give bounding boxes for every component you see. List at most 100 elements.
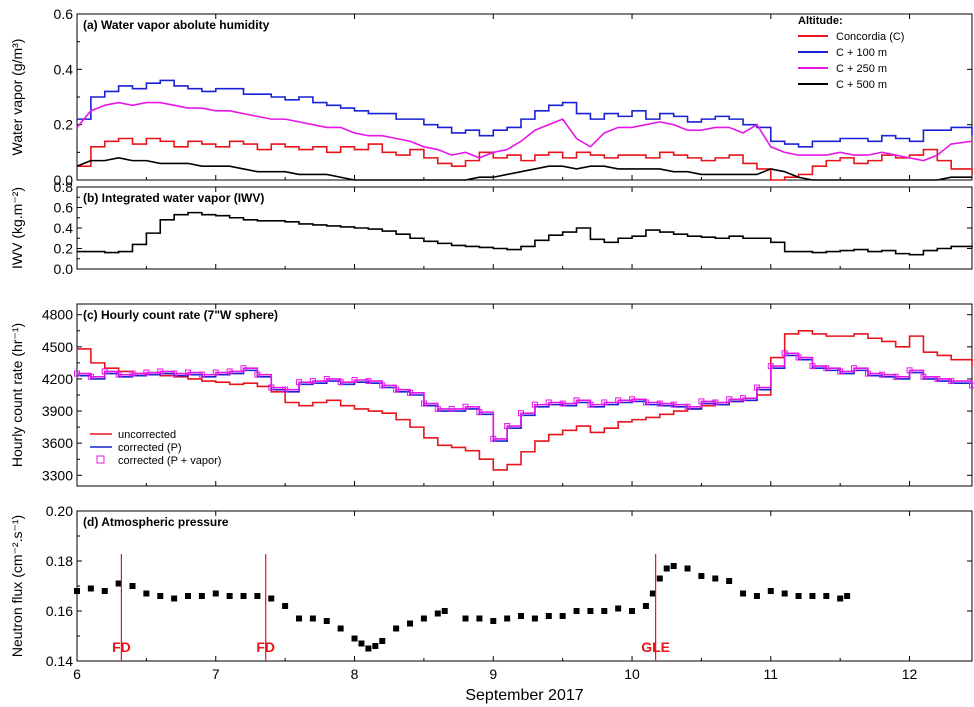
data-point	[171, 370, 178, 377]
data-point	[157, 368, 164, 375]
panel-title: (c) Hourly count rate (7"W sphere)	[83, 308, 278, 322]
data-point	[969, 382, 974, 389]
data-point	[254, 593, 261, 599]
plot-frame	[76, 510, 973, 662]
data-point	[629, 396, 636, 403]
y-tick-label: 4500	[42, 339, 73, 355]
panel-b	[76, 186, 973, 270]
data-point	[795, 593, 802, 599]
data-point	[226, 593, 233, 599]
data-point	[809, 593, 816, 599]
y-tick-label: 0.2	[54, 117, 74, 133]
data-point	[268, 384, 275, 391]
y-axis-title: IWV (kg.m⁻²)	[9, 187, 25, 269]
data-point	[823, 365, 830, 372]
panel-title: (a) Water vapor abolute humidity	[83, 18, 270, 32]
data-point	[767, 588, 774, 594]
data-point	[656, 400, 663, 407]
y-tick-label: 0.4	[54, 61, 74, 77]
data-point	[837, 595, 844, 602]
data-point	[712, 575, 719, 582]
panel-c	[74, 303, 974, 487]
legend-label: C + 500 m	[836, 79, 887, 91]
data-point	[296, 379, 303, 386]
data-point	[393, 625, 400, 632]
data-point	[476, 615, 483, 622]
series-line	[77, 329, 973, 471]
data-point	[462, 403, 469, 410]
data-point	[753, 384, 760, 391]
x-tick-label: 12	[902, 666, 918, 682]
y-tick-label: 3300	[42, 467, 73, 483]
data-point	[809, 363, 816, 370]
y-axis-title: Neutron flux (cm⁻².s⁻¹)	[9, 515, 25, 657]
data-point	[504, 615, 511, 622]
data-point	[601, 399, 608, 406]
legend-label: corrected (P + vapor)	[118, 455, 221, 467]
y-tick-label: 3900	[42, 403, 73, 419]
data-point	[185, 369, 192, 376]
series-line	[76, 101, 973, 162]
legend-label: uncorrected	[118, 429, 176, 441]
y-tick-label: 0.16	[46, 603, 73, 619]
data-point	[101, 588, 108, 594]
legend-title: Altitude:	[798, 15, 843, 27]
data-point	[601, 608, 608, 614]
data-point	[407, 389, 414, 396]
data-point	[740, 395, 747, 402]
x-tick-label: 10	[624, 666, 640, 682]
series-line	[76, 157, 972, 181]
data-point	[670, 401, 677, 408]
data-point	[837, 368, 844, 375]
data-point	[323, 375, 330, 382]
data-point	[531, 615, 538, 622]
data-point	[282, 603, 289, 609]
data-point	[663, 565, 670, 572]
data-point	[587, 401, 594, 408]
data-point	[407, 620, 414, 627]
data-point	[434, 610, 441, 617]
legend-label: corrected (P)	[118, 442, 182, 454]
data-point	[740, 590, 747, 597]
data-point	[129, 370, 136, 377]
y-tick-label: 4200	[42, 371, 73, 387]
data-point	[490, 618, 497, 624]
data-point	[518, 613, 525, 619]
legend-label: C + 100 m	[836, 47, 887, 59]
legend-label: Concordia (C)	[836, 31, 904, 43]
data-point	[545, 399, 552, 406]
data-point	[670, 563, 677, 569]
data-point	[629, 608, 636, 614]
legend-label: C + 250 m	[836, 63, 887, 75]
x-axis-title: September 2017	[465, 687, 583, 704]
data-point	[878, 371, 885, 378]
y-tick-label: 0.4	[54, 220, 74, 236]
data-point	[753, 593, 760, 599]
x-tick-label: 6	[73, 666, 81, 682]
data-point	[920, 373, 927, 380]
data-point	[864, 370, 871, 377]
x-tick-label: 8	[351, 666, 359, 682]
data-point	[559, 613, 566, 619]
data-point	[726, 396, 733, 403]
data-point	[372, 643, 379, 649]
data-point	[157, 593, 164, 599]
data-point	[642, 399, 649, 406]
data-point	[823, 593, 830, 599]
series-line	[77, 79, 973, 148]
event-marker-label: FD	[256, 639, 275, 655]
data-point	[781, 590, 788, 597]
y-tick-label: 0.6	[54, 200, 74, 216]
y-tick-label: 0.14	[46, 653, 73, 669]
panel-a	[76, 13, 973, 181]
data-point	[531, 401, 538, 408]
data-point	[74, 588, 80, 594]
data-point	[171, 595, 178, 602]
y-tick-label: 0.2	[54, 241, 74, 257]
data-point	[462, 615, 469, 622]
data-point	[226, 368, 233, 375]
data-point	[948, 378, 955, 385]
data-point	[337, 379, 344, 386]
data-point	[101, 368, 108, 375]
